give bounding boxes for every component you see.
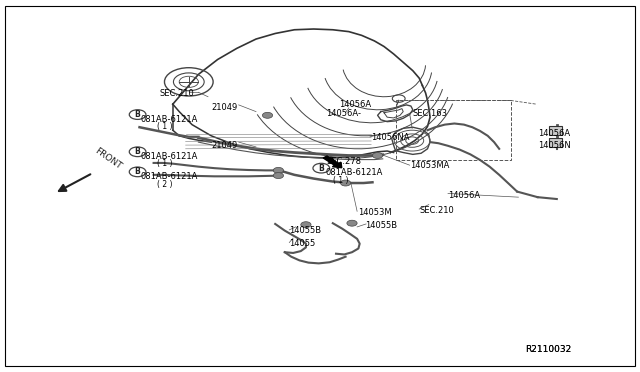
Text: 14053MA: 14053MA <box>410 161 449 170</box>
Text: 14056A: 14056A <box>339 100 371 109</box>
Text: FRONT: FRONT <box>93 146 123 171</box>
Text: B: B <box>135 147 140 156</box>
Text: R2110032: R2110032 <box>525 345 571 354</box>
Circle shape <box>273 167 284 173</box>
Text: ( 1 ): ( 1 ) <box>157 122 172 131</box>
Text: SEC.163: SEC.163 <box>413 109 448 118</box>
Text: SEC.210: SEC.210 <box>419 206 454 215</box>
Text: 21049: 21049 <box>211 103 237 112</box>
Text: B: B <box>135 110 140 119</box>
Circle shape <box>372 153 383 158</box>
Text: 14056N: 14056N <box>538 141 570 150</box>
Text: 14056A: 14056A <box>448 191 480 200</box>
Text: 14055B: 14055B <box>365 221 397 230</box>
Text: ( 2 ): ( 2 ) <box>157 180 172 189</box>
FancyArrow shape <box>323 156 342 168</box>
Bar <box>549 138 562 147</box>
Bar <box>549 126 562 135</box>
Text: SEC.210: SEC.210 <box>160 89 195 97</box>
Text: 14053M: 14053M <box>358 208 392 217</box>
Text: 14055: 14055 <box>289 239 316 248</box>
Circle shape <box>262 112 273 118</box>
Text: 14056A: 14056A <box>538 129 570 138</box>
Text: 081AB-6121A: 081AB-6121A <box>141 172 198 181</box>
Text: 14056NA: 14056NA <box>371 133 410 142</box>
Text: 081AB-6121A: 081AB-6121A <box>141 115 198 124</box>
Circle shape <box>347 220 357 226</box>
Text: B: B <box>135 167 140 176</box>
Circle shape <box>340 180 351 186</box>
Text: R2110032: R2110032 <box>525 345 571 354</box>
Text: ( 1 ): ( 1 ) <box>333 176 348 185</box>
Text: 081AB-6121A: 081AB-6121A <box>325 169 383 177</box>
Text: 14056A-: 14056A- <box>326 109 362 118</box>
Text: ( 1 ): ( 1 ) <box>157 159 172 168</box>
Text: SEC.278: SEC.278 <box>326 157 362 166</box>
Text: 21049: 21049 <box>211 141 237 150</box>
Text: 14055B: 14055B <box>289 226 321 235</box>
Circle shape <box>301 222 311 228</box>
Text: 081AB-6121A: 081AB-6121A <box>141 152 198 161</box>
Circle shape <box>273 173 284 179</box>
Text: B: B <box>319 164 324 173</box>
Bar <box>396 100 511 160</box>
